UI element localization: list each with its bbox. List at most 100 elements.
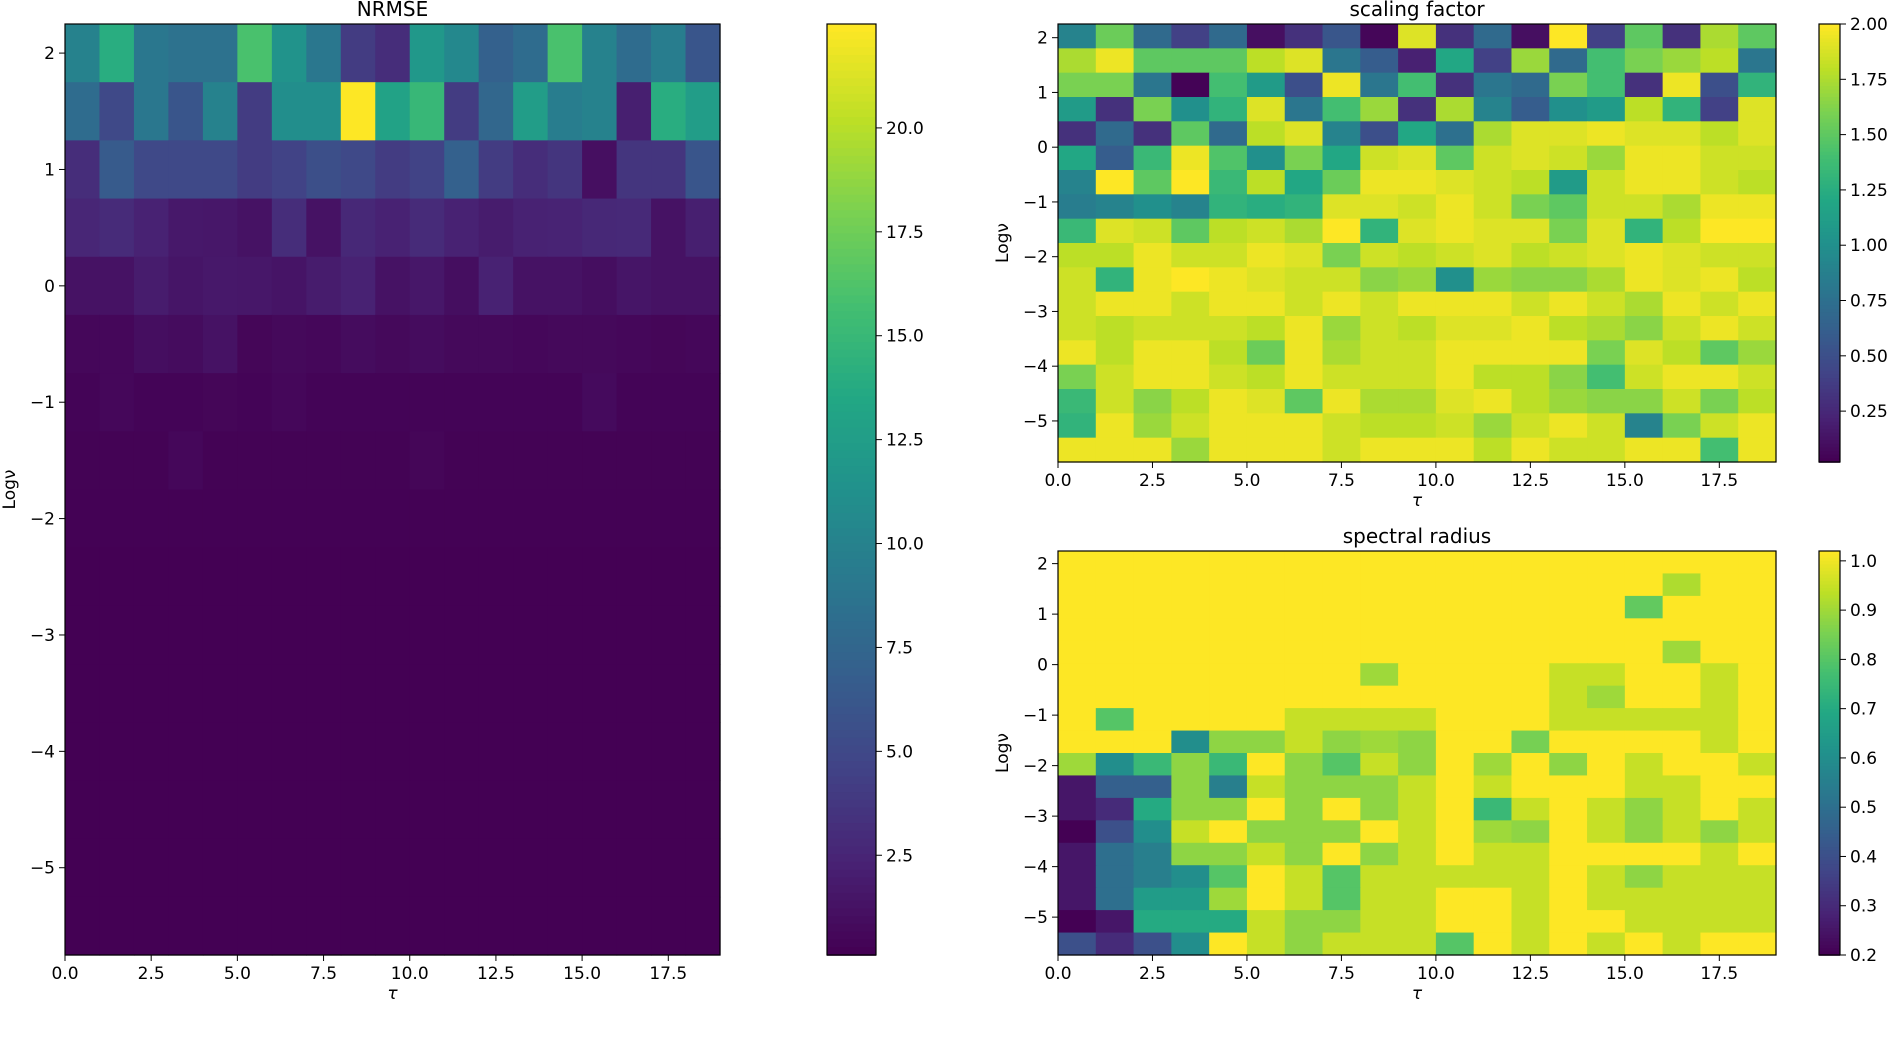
heatmap-cell	[1398, 753, 1437, 777]
colorbar-tick-label: 2.5	[886, 846, 913, 866]
colorbar-tick-label: 1.50	[1850, 126, 1888, 146]
heatmap-cell	[1322, 797, 1361, 821]
colorbar-segment	[827, 404, 876, 413]
colorbar-segment	[1819, 283, 1840, 288]
heatmap-cell	[1284, 97, 1324, 122]
heatmap-cell	[1738, 48, 1777, 74]
heatmap-cell	[1624, 775, 1664, 799]
heatmap-cell	[1473, 865, 1513, 889]
heatmap-cell	[1171, 121, 1210, 147]
colorbar-segment	[1819, 931, 1840, 936]
colorbar-segment	[1819, 170, 1840, 175]
colorbar-segment	[827, 473, 876, 483]
heatmap-cell	[133, 140, 170, 200]
heatmap-cell	[1095, 170, 1135, 195]
heatmap-cell	[168, 605, 204, 665]
heatmap-cell	[1398, 48, 1437, 74]
colorbar-segment	[1819, 122, 1840, 127]
colorbar-segment	[827, 854, 876, 863]
colorbar-segment	[827, 311, 876, 320]
colorbar-segment	[827, 272, 876, 281]
colorbar-segment	[827, 908, 876, 918]
heatmap-cell	[1322, 316, 1361, 341]
heatmap-cell	[1549, 364, 1588, 390]
heatmap-cell	[1398, 340, 1437, 366]
heatmap-cell	[1549, 730, 1588, 754]
heatmap-cell	[444, 198, 480, 258]
heatmap-cell	[1738, 708, 1777, 732]
heatmap-cell	[1095, 267, 1135, 293]
colorbar-segment	[1819, 24, 1840, 29]
heatmap-cell	[547, 82, 583, 141]
heatmap-cell	[202, 896, 238, 956]
heatmap-cell	[133, 896, 170, 956]
colorbar-segment	[1819, 729, 1840, 734]
heatmap-cell	[1511, 708, 1550, 732]
heatmap-cell	[1171, 685, 1210, 709]
heatmap-cell	[1473, 730, 1513, 754]
heatmap-cell	[1738, 595, 1777, 619]
heatmap-cell	[375, 373, 411, 432]
heatmap-cell	[1284, 267, 1324, 293]
colorbar-segment	[827, 590, 876, 599]
heatmap-cell	[1171, 842, 1210, 866]
colorbar-segment	[1819, 224, 1840, 230]
heatmap-cell	[1473, 551, 1513, 575]
heatmap-cell	[1398, 618, 1437, 642]
heatmap-cell	[1058, 121, 1097, 147]
colorbar-segment	[1819, 577, 1840, 583]
heatmap-cell	[237, 664, 273, 723]
heatmap-cell	[1209, 753, 1248, 777]
scaling-colorbar: 0.25 0.50 0.75 1.00 1.25 1.50 1.75 2.00	[1818, 15, 1888, 463]
heatmap-cell	[1322, 145, 1361, 171]
colorbar-segment	[1819, 389, 1840, 394]
colorbar-segment	[827, 528, 876, 537]
colorbar-segment	[1819, 907, 1840, 913]
heatmap-cell	[99, 722, 135, 782]
heatmap-cell	[1587, 932, 1626, 956]
heatmap-cell	[616, 896, 652, 956]
heatmap-cell	[409, 373, 445, 432]
heatmap-cell	[1473, 797, 1513, 821]
heatmap-cell	[1133, 730, 1172, 754]
heatmap-cell	[1360, 437, 1399, 463]
heatmap-cell	[1549, 573, 1588, 597]
heatmap-cell	[1662, 551, 1702, 575]
heatmap-cell	[237, 373, 273, 432]
colorbar-segment	[1819, 894, 1840, 899]
colorbar-segment	[1819, 726, 1840, 731]
colorbar-segment	[827, 683, 876, 693]
colorbar-segment	[827, 466, 876, 475]
heatmap-cell	[1246, 685, 1286, 709]
heatmap-cell	[1549, 640, 1588, 664]
heatmap-cell	[271, 896, 307, 956]
heatmap-cell	[1549, 389, 1588, 414]
y-tick-label: 1	[1037, 605, 1048, 625]
heatmap-cell	[1095, 97, 1135, 122]
heatmap-cell	[1398, 437, 1437, 463]
colorbar-segment	[1819, 766, 1840, 771]
colorbar-segment	[1819, 144, 1840, 149]
colorbar-segment	[1819, 655, 1840, 660]
colorbar-segment	[1819, 75, 1840, 80]
colorbar-segment	[1819, 31, 1840, 36]
heatmap-cell	[1246, 413, 1286, 439]
heatmap-cell	[237, 24, 273, 83]
heatmap-cell	[1095, 194, 1135, 220]
heatmap-cell	[1587, 551, 1626, 575]
heatmap-cell	[1473, 842, 1513, 866]
heatmap-cell	[1587, 640, 1626, 664]
colorbar-segment	[827, 241, 876, 250]
heatmap-cell	[1133, 72, 1172, 98]
heatmap-cell	[1511, 820, 1550, 844]
y-tick-label: 2	[1037, 555, 1048, 575]
heatmap-cell	[1738, 97, 1777, 122]
colorbar-segment	[1819, 64, 1840, 69]
heatmap-cell	[1095, 389, 1135, 414]
heatmap-cell	[1738, 753, 1777, 777]
heatmap-cell	[1284, 48, 1324, 74]
heatmap-cell	[1738, 437, 1777, 463]
heatmap-cell	[547, 489, 583, 549]
heatmap-cell	[1473, 194, 1513, 220]
y-tick-label: −1	[30, 393, 55, 413]
